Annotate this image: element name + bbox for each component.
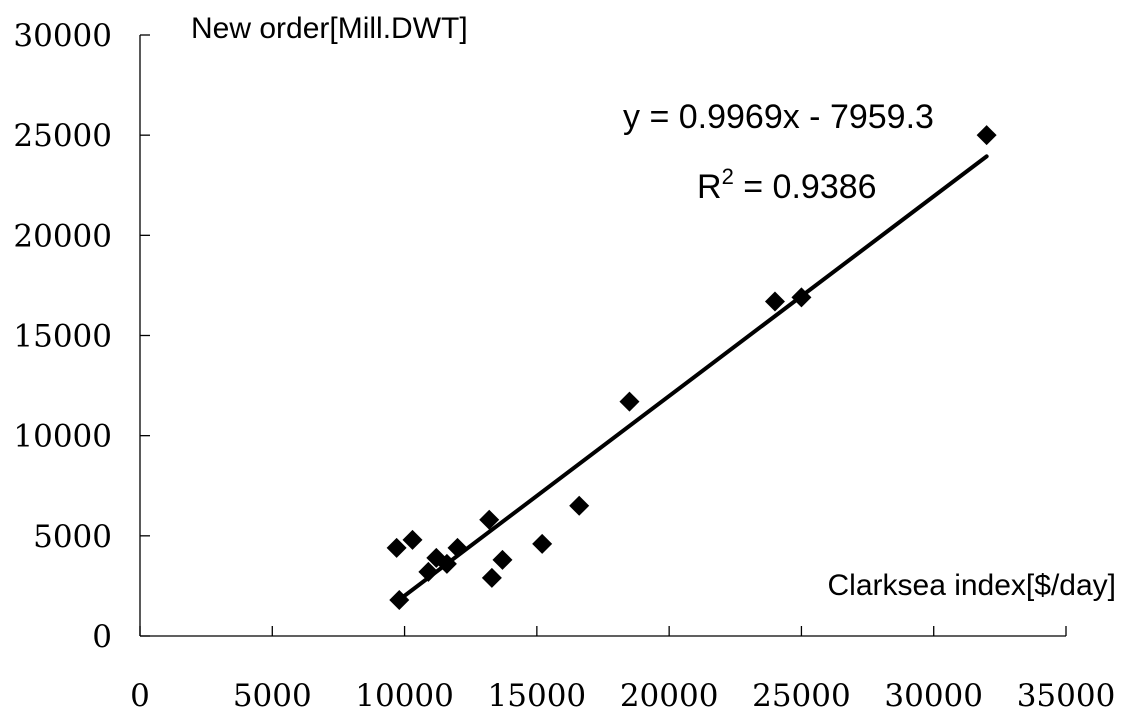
data-point [532, 533, 553, 554]
trendline [397, 154, 989, 602]
points-layer [386, 125, 997, 610]
data-point [619, 391, 640, 412]
data-point [402, 529, 423, 550]
x-tick-label: 35000 [1017, 678, 1116, 714]
data-point [569, 495, 590, 516]
data-point [492, 549, 513, 570]
r-squared-superscript: 2 [722, 164, 734, 189]
data-point [418, 561, 439, 582]
y-tick-label: 25000 [13, 118, 112, 154]
data-point [976, 125, 997, 146]
x-tick-label: 0 [130, 678, 150, 714]
x-tick-label: 15000 [488, 678, 587, 714]
y-tick-label: 0 [92, 619, 112, 655]
y-tick-label: 15000 [13, 319, 112, 355]
x-tick-label: 10000 [355, 678, 454, 714]
data-point [481, 567, 502, 588]
y-tick-label: 5000 [33, 519, 112, 555]
data-point [764, 291, 785, 312]
x-tick-label: 5000 [233, 678, 312, 714]
y-tick-label: 20000 [13, 218, 112, 254]
x-axis-label: Clarksea index[$/day] [828, 569, 1117, 602]
y-ticks: 0 5000 10000 15000 20000 25000 30000 [13, 18, 150, 655]
r-squared-label: R2 = 0.9386 [697, 164, 877, 206]
r-squared-prefix: R [697, 168, 722, 206]
y-axis-label: New order[Mill.DWT] [191, 12, 468, 45]
trendline-layer [397, 154, 989, 602]
data-point [791, 287, 812, 308]
x-tick-label: 30000 [884, 678, 983, 714]
x-tick-label: 20000 [620, 678, 719, 714]
r-squared-value: = 0.9386 [734, 168, 877, 206]
data-point [389, 589, 410, 610]
data-point [447, 537, 468, 558]
y-tick-label: 10000 [13, 419, 112, 455]
data-point [436, 553, 457, 574]
x-ticks: 0 5000 10000 15000 20000 25000 30000 35000 [130, 626, 1115, 714]
trendline-equation: y = 0.9969x - 7959.3 [623, 98, 934, 136]
y-tick-label: 30000 [13, 18, 112, 54]
data-point [386, 537, 407, 558]
data-point [479, 509, 500, 530]
x-tick-label: 25000 [752, 678, 851, 714]
